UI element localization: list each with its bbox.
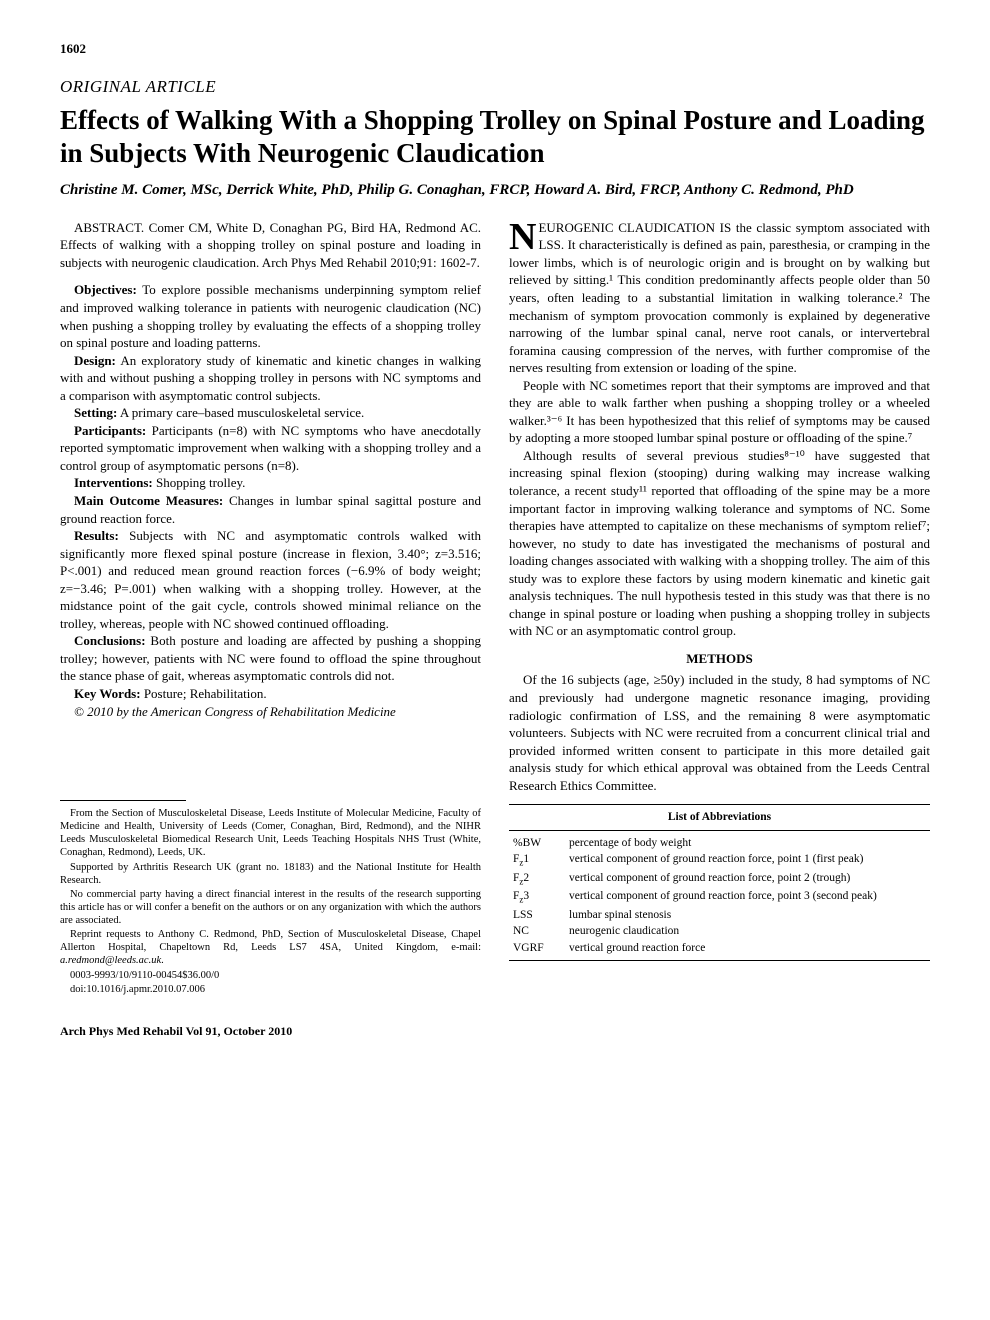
abbrev-definition: neurogenic claudication: [565, 923, 930, 939]
abbrev-key: Fz1: [509, 851, 565, 870]
footnote-funding: Supported by Arthritis Research UK (gran…: [60, 861, 481, 887]
author-list: Christine M. Comer, MSc, Derrick White, …: [60, 181, 930, 201]
abstract-participants: Participants: Participants (n=8) with NC…: [60, 422, 481, 475]
abstract-objectives: Objectives: To explore possible mechanis…: [60, 281, 481, 351]
footnote-conflict: No commercial party having a direct fina…: [60, 888, 481, 927]
footnote-reprint: Reprint requests to Anthony C. Redmond, …: [60, 928, 481, 967]
objectives-label: Objectives:: [74, 282, 137, 297]
abbrev-key: NC: [509, 923, 565, 939]
journal-footer: Arch Phys Med Rehabil Vol 91, October 20…: [60, 1023, 930, 1039]
outcomes-label: Main Outcome Measures:: [74, 493, 223, 508]
footnote-doi: doi:10.1016/j.apmr.2010.07.006: [60, 983, 481, 996]
interventions-label: Interventions:: [74, 475, 153, 490]
abbrev-row: Fz2vertical component of ground reaction…: [509, 870, 930, 889]
abbrev-key: LSS: [509, 907, 565, 923]
abbrev-row: NCneurogenic claudication: [509, 923, 930, 939]
abbrev-row: LSSlumbar spinal stenosis: [509, 907, 930, 923]
right-column: NEUROGENIC CLAUDICATION IS the classic s…: [509, 219, 930, 997]
abstract-design: Design: An exploratory study of kinemati…: [60, 352, 481, 405]
footnote-affiliation: From the Section of Musculoskeletal Dise…: [60, 807, 481, 860]
body-paragraph-1: NEUROGENIC CLAUDICATION IS the classic s…: [509, 219, 930, 377]
abbrev-key: Fz3: [509, 888, 565, 907]
body-paragraph-3: Although results of several previous stu…: [509, 447, 930, 640]
reprint-email[interactable]: a.redmond@leeds.ac.uk: [60, 955, 161, 966]
abstract-setting: Setting: A primary care–based musculoske…: [60, 404, 481, 422]
abbrev-row: Fz3vertical component of ground reaction…: [509, 888, 930, 907]
abstract-citation: ABSTRACT. Comer CM, White D, Conaghan PG…: [60, 219, 481, 272]
methods-heading: METHODS: [509, 650, 930, 668]
abbrev-definition: lumbar spinal stenosis: [565, 907, 930, 923]
abbrev-definition: vertical component of ground reaction fo…: [565, 888, 930, 907]
footnote-divider: [60, 800, 186, 801]
article-type: ORIGINAL ARTICLE: [60, 76, 930, 99]
abbreviations-title: List of Abbreviations: [509, 805, 930, 831]
body-paragraph-4: Of the 16 subjects (age, ≥50y) included …: [509, 671, 930, 794]
page-number: 1602: [60, 40, 930, 58]
footnote-issn: 0003-9993/10/9110-00454$36.00/0: [60, 969, 481, 982]
abbreviations-table: %BWpercentage of body weightFz1vertical …: [509, 835, 930, 956]
abbrev-definition: percentage of body weight: [565, 835, 930, 851]
keywords-text: Posture; Rehabilitation.: [141, 686, 267, 701]
conclusions-label: Conclusions:: [74, 633, 146, 648]
abbrev-key: Fz2: [509, 870, 565, 889]
abbrev-definition: vertical component of ground reaction fo…: [565, 851, 930, 870]
interventions-text: Shopping trolley.: [153, 475, 246, 490]
body-paragraph-2: People with NC sometimes report that the…: [509, 377, 930, 447]
abbrev-key: VGRF: [509, 940, 565, 956]
results-text: Subjects with NC and asymptomatic contro…: [60, 528, 481, 631]
design-label: Design:: [74, 353, 116, 368]
abstract-results: Results: Subjects with NC and asymptomat…: [60, 527, 481, 632]
dropcap: N: [509, 219, 538, 253]
abbrev-key: %BW: [509, 835, 565, 851]
abbreviations-body: %BWpercentage of body weightFz1vertical …: [509, 831, 930, 960]
abstract-keywords: Key Words: Posture; Rehabilitation.: [60, 685, 481, 703]
two-column-layout: ABSTRACT. Comer CM, White D, Conaghan PG…: [60, 219, 930, 997]
design-text: An exploratory study of kinematic and ki…: [60, 353, 481, 403]
abbrev-definition: vertical component of ground reaction fo…: [565, 870, 930, 889]
abbrev-row: VGRFvertical ground reaction force: [509, 940, 930, 956]
setting-text: A primary care–based musculoskeletal ser…: [117, 405, 364, 420]
abstract-conclusions: Conclusions: Both posture and loading ar…: [60, 632, 481, 685]
article-title: Effects of Walking With a Shopping Troll…: [60, 104, 930, 169]
abbrev-definition: vertical ground reaction force: [565, 940, 930, 956]
abstract-interventions: Interventions: Shopping trolley.: [60, 474, 481, 492]
body-p1-text: EUROGENIC CLAUDICATION IS the classic sy…: [509, 220, 930, 375]
left-column: ABSTRACT. Comer CM, White D, Conaghan PG…: [60, 219, 481, 997]
participants-label: Participants:: [74, 423, 146, 438]
keywords-label: Key Words:: [74, 686, 141, 701]
reprint-pre: Reprint requests to Anthony C. Redmond, …: [60, 929, 481, 953]
results-label: Results:: [74, 528, 119, 543]
abbreviations-box: List of Abbreviations %BWpercentage of b…: [509, 804, 930, 961]
reprint-post: .: [161, 955, 164, 966]
setting-label: Setting:: [74, 405, 117, 420]
abbrev-row: Fz1vertical component of ground reaction…: [509, 851, 930, 870]
abstract-outcomes: Main Outcome Measures: Changes in lumbar…: [60, 492, 481, 527]
copyright-text: © 2010 by the American Congress of Rehab…: [60, 703, 481, 721]
abbrev-row: %BWpercentage of body weight: [509, 835, 930, 851]
